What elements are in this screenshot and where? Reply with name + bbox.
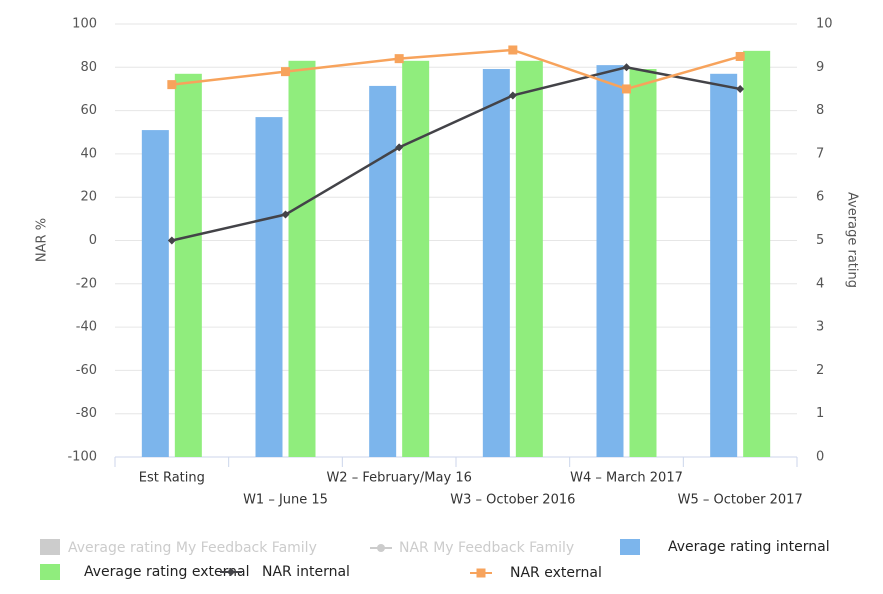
y2-tick-label: 4: [816, 276, 824, 291]
marker: [395, 143, 404, 152]
legend-label: NAR internal: [262, 564, 350, 580]
y-tick-label: -40: [76, 320, 97, 335]
legend-swatch: [40, 564, 60, 580]
x-tick-label: W5 – October 2017: [678, 493, 803, 508]
y-tick-label: -80: [76, 406, 97, 421]
y-tick-label: 80: [80, 60, 97, 75]
bar: [288, 60, 316, 458]
y2-tick-label: 3: [816, 320, 824, 335]
legend-label: Average rating My Feedback Family: [68, 540, 317, 556]
legend-label: NAR external: [510, 565, 602, 581]
x-tick-label: W1 – June 15: [243, 493, 328, 508]
bar: [743, 50, 771, 457]
y2-tick-label: 10: [816, 17, 833, 32]
y-axis-label: NAR %: [35, 218, 50, 262]
marker: [735, 51, 745, 61]
y-tick-label: 20: [80, 190, 97, 205]
marker: [508, 91, 517, 100]
legend-swatch: [227, 568, 235, 576]
legend-swatch: [620, 539, 640, 555]
x-tick-label: W4 – March 2017: [570, 471, 683, 486]
y-tick-label: 40: [80, 146, 97, 161]
bar: [174, 73, 202, 458]
y-tick-label: 0: [89, 233, 97, 248]
bar: [369, 85, 397, 457]
marker: [508, 45, 518, 55]
marker: [394, 54, 404, 64]
marker: [281, 210, 290, 219]
y-tick-label: -20: [76, 276, 97, 291]
bar: [255, 117, 283, 457]
y-tick-label: -100: [67, 450, 97, 465]
marker: [622, 63, 631, 72]
legend-label: Average rating internal: [668, 539, 830, 555]
y2-tick-label: 2: [816, 363, 824, 378]
y2-tick-label: 7: [816, 146, 824, 161]
x-tick-label: W2 – February/May 16: [326, 471, 471, 486]
y2-tick-label: 9: [816, 60, 824, 75]
bar: [710, 73, 738, 458]
x-tick-label: W3 – October 2016: [450, 493, 575, 508]
marker: [622, 84, 631, 94]
bar: [482, 69, 510, 458]
y2-tick-label: 0: [816, 450, 824, 465]
y-tick-label: 60: [80, 103, 97, 118]
legend-swatch: [40, 539, 60, 555]
y2-axis-label: Average rating: [845, 192, 860, 288]
y-tick-label: -60: [76, 363, 97, 378]
marker: [167, 80, 177, 90]
bar: [596, 65, 624, 457]
bar: [515, 60, 543, 458]
y2-tick-label: 8: [816, 103, 824, 118]
line: [171, 48, 741, 91]
y-tick-label: 100: [72, 17, 97, 32]
y2-tick-label: 5: [816, 233, 824, 248]
y2-tick-label: 1: [816, 406, 824, 421]
marker: [736, 84, 745, 93]
x-tick-label: Est Rating: [139, 471, 205, 486]
bar: [141, 130, 169, 457]
legend-swatch: [476, 568, 486, 578]
y2-tick-label: 6: [816, 190, 824, 205]
legend-label: Average rating external: [84, 564, 249, 580]
legend-label: NAR My Feedback Family: [399, 540, 574, 556]
marker: [281, 67, 290, 77]
bar: [402, 60, 430, 458]
marker: [167, 236, 176, 245]
legend-swatch: [377, 544, 385, 552]
line: [171, 66, 741, 242]
bar: [629, 69, 657, 458]
